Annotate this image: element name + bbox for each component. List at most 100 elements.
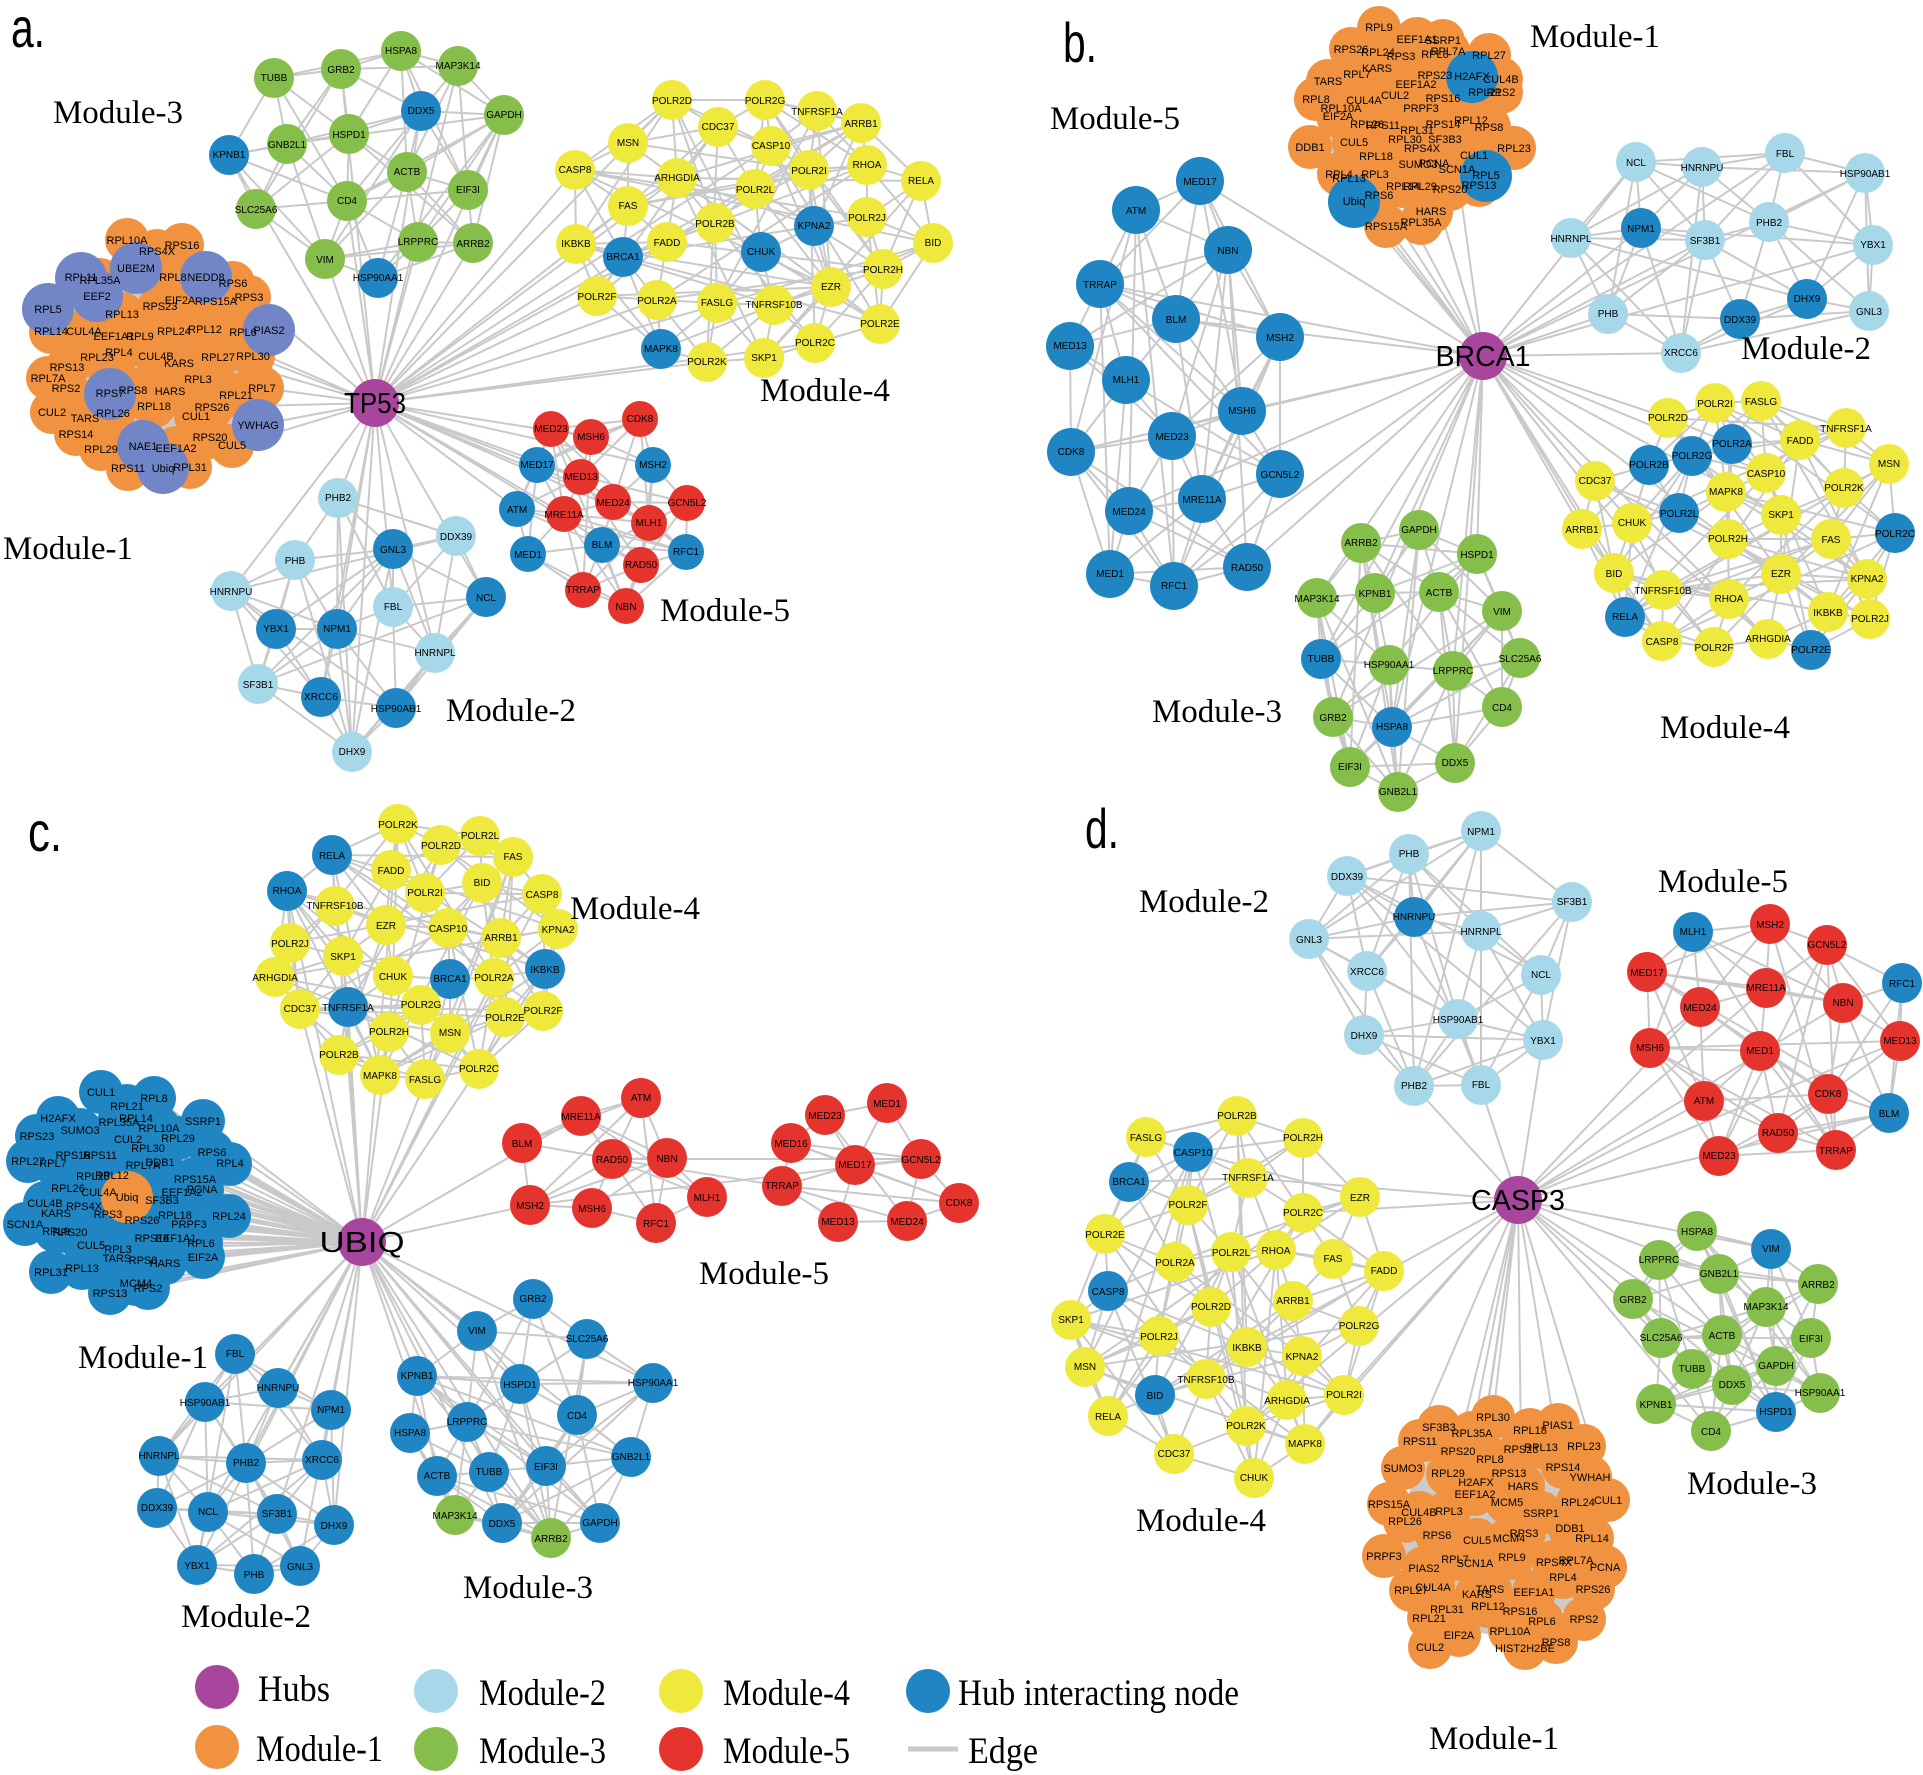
svg-text:MSN: MSN — [1074, 1362, 1096, 1373]
svg-text:RPL13: RPL13 — [1524, 1442, 1558, 1454]
svg-text:POLR2E: POLR2E — [1085, 1230, 1125, 1241]
svg-text:RPL3: RPL3 — [104, 1244, 132, 1256]
svg-text:HIST2H2BE: HIST2H2BE — [1495, 1643, 1555, 1655]
svg-text:Module-3: Module-3 — [1687, 1466, 1817, 1502]
svg-text:RPS6: RPS6 — [219, 278, 248, 290]
svg-text:RPL3: RPL3 — [184, 374, 212, 386]
svg-text:POLR2H: POLR2H — [1708, 534, 1748, 545]
svg-text:Hubs: Hubs — [258, 1669, 330, 1710]
svg-text:RPL10A: RPL10A — [107, 235, 149, 247]
svg-text:SKP1: SKP1 — [330, 952, 356, 963]
svg-text:MRE11A: MRE11A — [1182, 495, 1222, 506]
svg-text:MSN: MSN — [617, 138, 639, 149]
svg-text:PIAS1: PIAS1 — [1542, 1420, 1573, 1432]
svg-text:RPL30: RPL30 — [1476, 1412, 1510, 1424]
svg-text:RPS13: RPS13 — [1462, 180, 1497, 192]
svg-text:SCN1A: SCN1A — [1457, 1558, 1494, 1570]
svg-text:GAPDH: GAPDH — [582, 1518, 618, 1529]
svg-text:GAPDH: GAPDH — [1401, 525, 1437, 536]
svg-text:HSP90AA1: HSP90AA1 — [1795, 1388, 1846, 1399]
svg-text:RPL10A: RPL10A — [139, 1123, 181, 1135]
svg-text:RPS4X: RPS4X — [139, 246, 176, 258]
svg-text:RPL14: RPL14 — [1386, 181, 1420, 193]
svg-text:SUMO3: SUMO3 — [1383, 1463, 1422, 1475]
svg-text:d.: d. — [1085, 797, 1119, 860]
svg-text:RPS14: RPS14 — [1546, 1462, 1581, 1474]
svg-text:RPL31: RPL31 — [173, 462, 207, 474]
svg-text:TUBB: TUBB — [1308, 654, 1335, 665]
svg-text:POLR2A: POLR2A — [474, 973, 514, 984]
svg-text:Module-2: Module-2 — [446, 693, 576, 729]
svg-text:CUL1: CUL1 — [1594, 1495, 1622, 1507]
svg-text:POLR2I: POLR2I — [407, 888, 443, 899]
svg-text:HNRNPU: HNRNPU — [1393, 912, 1436, 923]
svg-text:CASP8: CASP8 — [559, 165, 592, 176]
svg-text:MCM4: MCM4 — [120, 1278, 152, 1290]
svg-text:RPS13: RPS13 — [93, 1288, 128, 1300]
svg-text:GNB2L1: GNB2L1 — [268, 140, 307, 151]
svg-text:TUBB: TUBB — [261, 73, 288, 84]
svg-text:RPS14: RPS14 — [135, 1233, 170, 1245]
svg-text:VIM: VIM — [468, 1326, 486, 1337]
svg-text:EEF1A1: EEF1A1 — [94, 331, 135, 343]
svg-text:GNB2L1: GNB2L1 — [1700, 1269, 1739, 1280]
svg-text:POLR2D: POLR2D — [1648, 413, 1688, 424]
svg-text:RPL27: RPL27 — [1394, 1585, 1428, 1597]
svg-text:RPL31: RPL31 — [1430, 1604, 1464, 1616]
svg-text:MSH2: MSH2 — [639, 460, 667, 471]
svg-text:EZR: EZR — [1771, 569, 1791, 580]
svg-text:POLR2A: POLR2A — [1155, 1258, 1195, 1269]
svg-text:RPL12: RPL12 — [95, 1170, 129, 1182]
svg-text:Module-3: Module-3 — [1152, 694, 1282, 730]
svg-text:HSPD1: HSPD1 — [332, 130, 366, 141]
svg-text:MSN: MSN — [439, 1028, 461, 1039]
svg-text:CUL5: CUL5 — [1463, 1535, 1491, 1547]
svg-text:H2AFX: H2AFX — [1454, 71, 1490, 83]
svg-text:KPNB1: KPNB1 — [1640, 1400, 1673, 1411]
svg-text:RAD50: RAD50 — [1231, 563, 1264, 574]
svg-text:RPS11: RPS11 — [83, 1150, 117, 1162]
svg-text:RPL13: RPL13 — [65, 1263, 99, 1275]
svg-text:EZR: EZR — [376, 921, 396, 932]
svg-text:FBL: FBL — [1472, 1080, 1491, 1091]
svg-text:POLR2G: POLR2G — [1339, 1321, 1380, 1332]
svg-text:LRPPRC: LRPPRC — [1433, 666, 1474, 677]
svg-text:HNRNPL: HNRNPL — [138, 1451, 180, 1462]
svg-text:CUL4A: CUL4A — [81, 1187, 117, 1199]
svg-text:GRB2: GRB2 — [519, 1294, 547, 1305]
svg-text:RPS2: RPS2 — [134, 1283, 163, 1295]
svg-text:Module-2: Module-2 — [181, 1599, 311, 1635]
svg-text:KPNB1: KPNB1 — [213, 150, 246, 161]
svg-text:CUL1: CUL1 — [87, 1087, 115, 1099]
svg-text:RPL7: RPL7 — [248, 383, 276, 395]
svg-text:RPL23: RPL23 — [76, 1171, 110, 1183]
svg-text:MCM4: MCM4 — [1493, 1533, 1525, 1545]
svg-text:HSPA8: HSPA8 — [385, 46, 417, 57]
svg-text:ARHGDIA: ARHGDIA — [654, 173, 700, 184]
svg-text:TRRAP: TRRAP — [1083, 280, 1117, 291]
svg-text:PHB: PHB — [244, 1570, 265, 1581]
svg-text:NCL: NCL — [1531, 970, 1551, 981]
svg-text:KPNA2: KPNA2 — [542, 925, 575, 936]
svg-text:MSH6: MSH6 — [578, 1204, 606, 1215]
svg-text:MAP3K14: MAP3K14 — [432, 1511, 477, 1522]
svg-text:ATM: ATM — [1126, 206, 1146, 217]
svg-text:RPL27: RPL27 — [11, 1156, 45, 1168]
svg-text:TUBB: TUBB — [476, 1467, 503, 1478]
svg-text:RPL13: RPL13 — [105, 309, 139, 321]
svg-text:GCN5L2: GCN5L2 — [668, 498, 707, 509]
svg-text:PHB2: PHB2 — [233, 1458, 260, 1469]
svg-text:GAPDH: GAPDH — [1758, 1361, 1794, 1372]
svg-text:XRCC6: XRCC6 — [1350, 967, 1384, 978]
svg-text:DDX5: DDX5 — [489, 1519, 516, 1530]
svg-text:RPL7A: RPL7A — [126, 1160, 162, 1172]
svg-text:GNB2L1: GNB2L1 — [612, 1452, 651, 1463]
svg-text:POLR2C: POLR2C — [1875, 529, 1915, 540]
svg-text:RPL21: RPL21 — [219, 390, 253, 402]
svg-text:b.: b. — [1063, 11, 1097, 74]
svg-text:RPS14: RPS14 — [1426, 119, 1461, 131]
svg-text:CDK8: CDK8 — [1815, 1089, 1842, 1100]
svg-text:RPL35A: RPL35A — [1401, 217, 1443, 229]
svg-text:Module-4: Module-4 — [570, 891, 700, 927]
svg-text:SF3B1: SF3B1 — [1690, 236, 1721, 247]
